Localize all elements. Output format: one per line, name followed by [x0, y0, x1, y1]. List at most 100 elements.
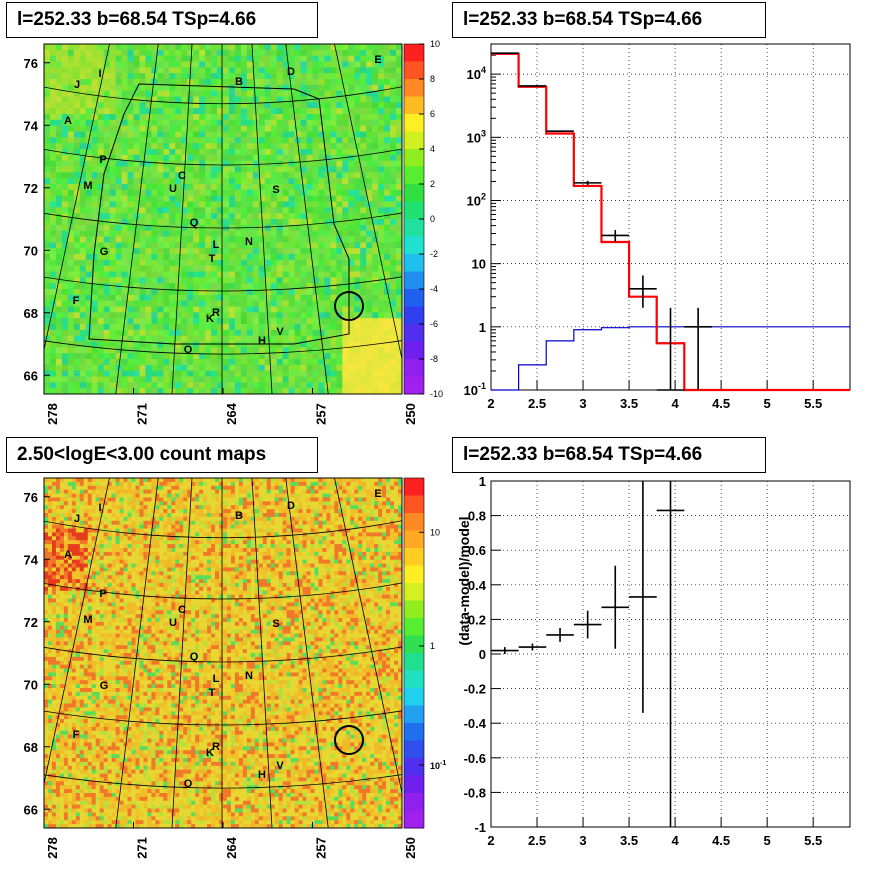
top-right-title: l=252.33 b=68.54 TSp=4.66: [452, 2, 766, 38]
source-circle: [334, 291, 364, 321]
x-tick-label: 5.5: [804, 396, 822, 411]
y-tick-label: -0.2: [464, 682, 486, 697]
y-tick-label: 66: [24, 802, 38, 817]
source-label-J: J: [74, 79, 80, 91]
source-label-Q: Q: [190, 651, 199, 663]
x-tick-label: 264: [224, 836, 239, 858]
x-tick-label: 3.5: [620, 396, 638, 411]
longitude-line: [334, 478, 402, 795]
source-label-E: E: [374, 54, 381, 66]
source-label-F: F: [73, 729, 80, 741]
source-model-line: [491, 326, 850, 391]
source-label-P: P: [99, 154, 106, 166]
latitude-line: [44, 774, 402, 789]
y-tick-label: 0.8: [468, 509, 486, 524]
colorbar-frame: [403, 477, 425, 829]
y-tick-label: 70: [24, 243, 38, 258]
source-label-G: G: [100, 680, 109, 692]
source-label-H: H: [258, 335, 266, 347]
colorbar-label: -8: [430, 354, 438, 364]
source-label-C: C: [178, 170, 186, 182]
y-tick-label: 72: [24, 181, 38, 196]
colorbar-label: 0: [430, 214, 435, 224]
latitude-line: [44, 520, 402, 539]
latitude-line: [24, 398, 422, 414]
y-tick-label: 68: [24, 740, 38, 755]
source-label-T: T: [209, 687, 216, 699]
latitude-line: [44, 86, 402, 105]
source-label-U: U: [169, 617, 177, 629]
x-tick-label: 5.5: [804, 833, 822, 848]
x-tick-label: 278: [45, 403, 60, 425]
x-tick-label: 4.5: [712, 833, 730, 848]
source-label-L: L: [213, 239, 220, 251]
count-colorbar: 10 1 10-1: [403, 477, 446, 829]
source-label-J: J: [74, 513, 80, 525]
source-label-D: D: [287, 500, 295, 512]
top-left-title: l=252.33 b=68.54 TSp=4.66: [6, 2, 318, 38]
y-tick-label: -1: [474, 820, 486, 835]
source-label-K: K: [206, 747, 214, 759]
colorbar-label: -10: [430, 389, 443, 399]
source-label-S: S: [272, 618, 279, 630]
source-label-B: B: [235, 76, 243, 88]
source-label-C: C: [178, 604, 186, 616]
source-label-K: K: [206, 313, 214, 325]
x-tick-label: 4: [671, 396, 679, 411]
x-tick-label: 264: [224, 402, 239, 424]
x-tick-label: 278: [45, 837, 60, 859]
source-label-M: M: [83, 614, 92, 626]
x-tick-label: 257: [314, 837, 329, 859]
source-label-R: R: [212, 307, 220, 319]
longitude-line: [115, 478, 159, 828]
residual-panel: -1 -0.8 -0.6 -0.4 -0.2 0 0.2 0.4 0.6 0.8 1 2 2.5 3 3.5…: [456, 474, 851, 848]
source-label-B: B: [235, 510, 243, 522]
source-label-V: V: [276, 760, 284, 772]
y-tick-label: 0.2: [468, 612, 486, 627]
longitude-line: [44, 478, 110, 786]
bottom-right-title: l=252.33 b=68.54 TSp=4.66: [452, 437, 766, 473]
count-map: A B C D E F G H I J K L M N O P Q R S T U V 66 68 70 72 74 76 278 271…: [24, 477, 418, 859]
total-model-line: [491, 52, 850, 392]
colorbar-label: -4: [430, 284, 438, 294]
longitude-line: [171, 44, 193, 394]
x-tick-label: 250: [403, 837, 418, 859]
colorbar-label: -2: [430, 249, 438, 259]
y-tick-label: -0.6: [464, 751, 486, 766]
colorbar-label: 6: [430, 109, 435, 119]
x-tick-label: 3: [579, 833, 586, 848]
source-label-M: M: [83, 180, 92, 192]
y-tick-label: 1: [479, 474, 486, 489]
y-tick-label: 66: [24, 368, 38, 383]
source-label-V: V: [276, 326, 284, 338]
y-tick-label: 0.6: [468, 543, 486, 558]
y-tick-label: 76: [24, 490, 38, 505]
source-label-O: O: [184, 778, 193, 790]
longitude-line: [115, 44, 159, 394]
graticule: [24, 44, 422, 414]
source-label-A: A: [64, 115, 72, 127]
x-tick-label: 4: [671, 833, 679, 848]
longitude-line: [251, 44, 273, 394]
colorbar-label: -6: [430, 319, 438, 329]
y-tick-label: 68: [24, 306, 38, 321]
graticule: [44, 478, 402, 828]
colorbar-label: 1: [430, 641, 435, 651]
x-tick-label: 5: [764, 396, 771, 411]
colorbar-label: 2: [430, 179, 435, 189]
y-tick-label: 0: [479, 647, 486, 662]
x-tick-label: 250: [403, 403, 418, 425]
longitude-line: [171, 478, 193, 828]
y-tick-label: 72: [24, 615, 38, 630]
source-label-O: O: [184, 344, 193, 356]
x-tick-label: 2: [487, 833, 494, 848]
colorbar-label: 10-1: [430, 760, 446, 771]
latitude-line: [44, 276, 402, 292]
ts-map: A B C D E F G H I J K L M N O P Q R S T U V 66 68 70 72 74 76 278 271…: [24, 43, 422, 425]
y-tick-label: 103: [467, 128, 486, 145]
y-axis-label: (data-model)/model: [456, 516, 472, 645]
y-tick-label: 76: [24, 56, 38, 71]
y-tick-label: 10: [472, 257, 486, 272]
source-label-I: I: [98, 502, 101, 514]
